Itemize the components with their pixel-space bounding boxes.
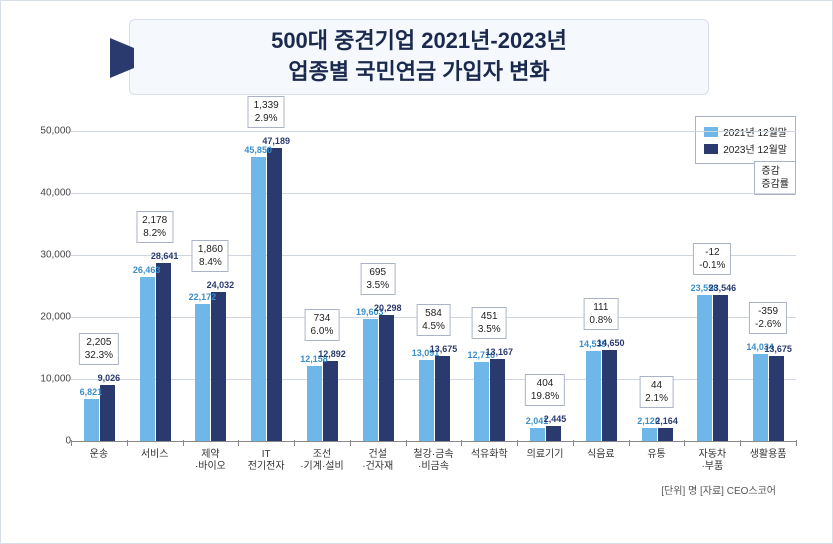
diff-box: 2,20532.3% bbox=[79, 333, 119, 365]
value-2021: 6,821 bbox=[80, 387, 103, 397]
bar-2021 bbox=[586, 351, 601, 441]
y-label: 0 bbox=[65, 436, 71, 447]
category-label: 제약·바이오 bbox=[195, 449, 226, 473]
value-2023: 24,032 bbox=[207, 280, 235, 290]
category-label: IT전기전자 bbox=[248, 449, 285, 473]
bar-2021 bbox=[530, 428, 545, 441]
diff-box: 5844.5% bbox=[416, 304, 451, 336]
bar-2023 bbox=[379, 315, 394, 441]
category-label: 석유화학 bbox=[471, 449, 508, 461]
diff-box: 7346.0% bbox=[305, 309, 340, 341]
category-label: 서비스 bbox=[141, 449, 169, 461]
category-label: 철강·금속·비금속 bbox=[413, 449, 453, 473]
diff-box: 6953.5% bbox=[360, 263, 395, 295]
bar-2021 bbox=[140, 277, 155, 441]
value-2023: 13,675 bbox=[430, 344, 458, 354]
category-label: 건설·건자재 bbox=[362, 449, 393, 473]
value-2023: 2,445 bbox=[544, 414, 567, 424]
bar-2021 bbox=[363, 319, 378, 441]
diff-box: 40419.8% bbox=[525, 374, 565, 406]
value-2021: 26,463 bbox=[133, 265, 161, 275]
x-axis bbox=[71, 441, 796, 442]
bar-2021 bbox=[84, 399, 99, 441]
value-2021: 22,172 bbox=[189, 292, 217, 302]
diff-box: 442.1% bbox=[639, 376, 674, 408]
bar-2023 bbox=[211, 292, 226, 441]
bar-2021 bbox=[419, 360, 434, 441]
category-label: 조선·기계·설비 bbox=[300, 449, 343, 473]
diff-box: 1,8608.4% bbox=[192, 240, 229, 272]
category-label: 자동차·부품 bbox=[699, 449, 727, 473]
y-label: 40,000 bbox=[40, 188, 71, 199]
title-line2: 업종별 국민연금 가입자 변화 bbox=[288, 57, 549, 88]
footer: [단위] 명 [자료] CEO스코어 bbox=[661, 482, 776, 497]
y-label: 50,000 bbox=[40, 126, 71, 137]
bar-2021 bbox=[642, 428, 657, 441]
bar-2021 bbox=[307, 366, 322, 441]
category-label: 의료기기 bbox=[527, 449, 564, 461]
diff-box: -12-0.1% bbox=[693, 243, 731, 275]
y-label: 30,000 bbox=[40, 250, 71, 261]
value-2023: 13,675 bbox=[764, 344, 792, 354]
bar-2021 bbox=[195, 304, 210, 441]
value-2023: 13,167 bbox=[486, 347, 514, 357]
category-label: 운송 bbox=[90, 449, 108, 461]
bar-2023 bbox=[602, 350, 617, 441]
bar-2021 bbox=[474, 362, 489, 441]
diff-box: 1110.8% bbox=[583, 298, 618, 330]
value-2023: 47,189 bbox=[262, 136, 290, 146]
bar-2023 bbox=[490, 359, 505, 441]
bar-2023 bbox=[658, 428, 673, 441]
diff-box: -359-2.6% bbox=[749, 302, 787, 334]
category-label: 생활용품 bbox=[750, 449, 787, 461]
y-label: 20,000 bbox=[40, 312, 71, 323]
bar-2023 bbox=[769, 356, 784, 441]
bars: 6,821 9,026 2,20532.3% 26,463 28,641 2,1788.2… bbox=[71, 131, 796, 441]
bar-2023 bbox=[267, 148, 282, 441]
bar-2023 bbox=[323, 361, 338, 441]
diff-box: 1,3392.9% bbox=[248, 96, 285, 128]
chart-area: 2021년 12월말 2023년 12월말 증감 증감률 6,8219,0262… bbox=[36, 111, 806, 501]
diff-box: 4513.5% bbox=[472, 307, 507, 339]
bar-2023 bbox=[156, 263, 171, 441]
value-2023: 23,546 bbox=[709, 283, 737, 293]
value-2023: 20,298 bbox=[374, 303, 402, 313]
bar-2023 bbox=[713, 295, 728, 441]
value-2023: 28,641 bbox=[151, 251, 179, 261]
value-2023: 12,892 bbox=[318, 349, 346, 359]
bar-2021 bbox=[697, 295, 712, 441]
bar-2023 bbox=[435, 356, 450, 441]
title-line1: 500대 중견기업 2021년-2023년 bbox=[271, 26, 567, 57]
diff-box: 2,1788.2% bbox=[136, 211, 173, 243]
title-banner: 500대 중견기업 2021년-2023년 업종별 국민연금 가입자 변화 bbox=[129, 19, 709, 95]
bar-2021 bbox=[753, 354, 768, 441]
value-2023: 14,650 bbox=[597, 338, 625, 348]
value-2023: 9,026 bbox=[98, 373, 121, 383]
category-label: 유통 bbox=[647, 449, 665, 461]
value-2023: 2,164 bbox=[655, 416, 678, 426]
bar-2023 bbox=[546, 426, 561, 441]
y-label: 10,000 bbox=[40, 374, 71, 385]
category-label: 식음료 bbox=[587, 449, 615, 461]
bar-2021 bbox=[251, 157, 266, 441]
